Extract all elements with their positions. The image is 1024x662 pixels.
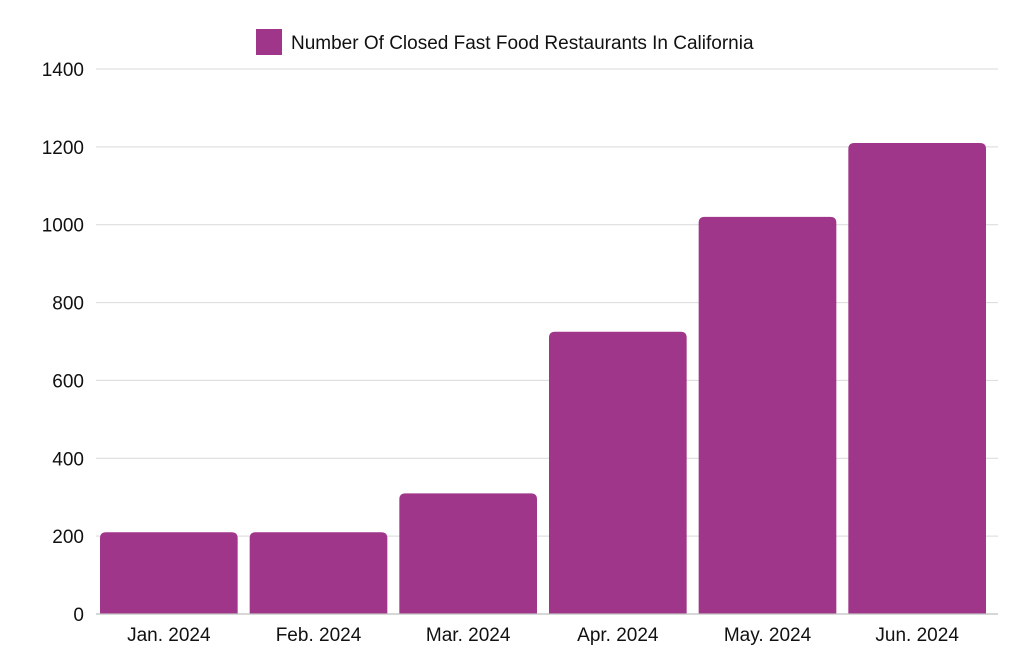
bar-feb-2024 bbox=[249, 532, 388, 614]
x-tick-label: May. 2024 bbox=[724, 625, 812, 646]
x-tick-label: Feb. 2024 bbox=[276, 625, 362, 646]
gridlines bbox=[96, 68, 998, 537]
y-tick-label: 200 bbox=[52, 527, 84, 548]
x-tick-label: Mar. 2024 bbox=[426, 625, 511, 646]
legend: Number Of Closed Fast Food Restaurants I… bbox=[256, 29, 754, 55]
y-tick-label: 1000 bbox=[42, 216, 84, 237]
y-tick-label: 0 bbox=[73, 605, 84, 626]
legend-swatch bbox=[256, 29, 282, 55]
y-tick-label: 600 bbox=[52, 371, 84, 392]
bar-jan-2024 bbox=[100, 532, 238, 614]
x-tick-label: Apr. 2024 bbox=[577, 625, 659, 646]
y-axis-tick-labels: 0 200 400 600 800 1000 1200 1400 bbox=[42, 60, 84, 626]
bars bbox=[100, 142, 986, 614]
x-tick-label: Jan. 2024 bbox=[127, 625, 211, 646]
x-tick-label: Jun. 2024 bbox=[875, 625, 959, 646]
y-tick-label: 400 bbox=[52, 449, 84, 470]
bar-may-2024 bbox=[698, 216, 837, 614]
bar-jun-2024 bbox=[848, 142, 986, 614]
bar-apr-2024 bbox=[549, 331, 687, 614]
legend-label: Number Of Closed Fast Food Restaurants I… bbox=[291, 33, 754, 54]
y-tick-label: 800 bbox=[52, 294, 84, 315]
bar-mar-2024 bbox=[399, 493, 537, 614]
y-tick-label: 1400 bbox=[42, 60, 84, 81]
y-tick-label: 1200 bbox=[42, 138, 84, 159]
x-axis-tick-labels: Jan. 2024 Feb. 2024 Mar. 2024 Apr. 2024 May.… bbox=[127, 625, 959, 646]
